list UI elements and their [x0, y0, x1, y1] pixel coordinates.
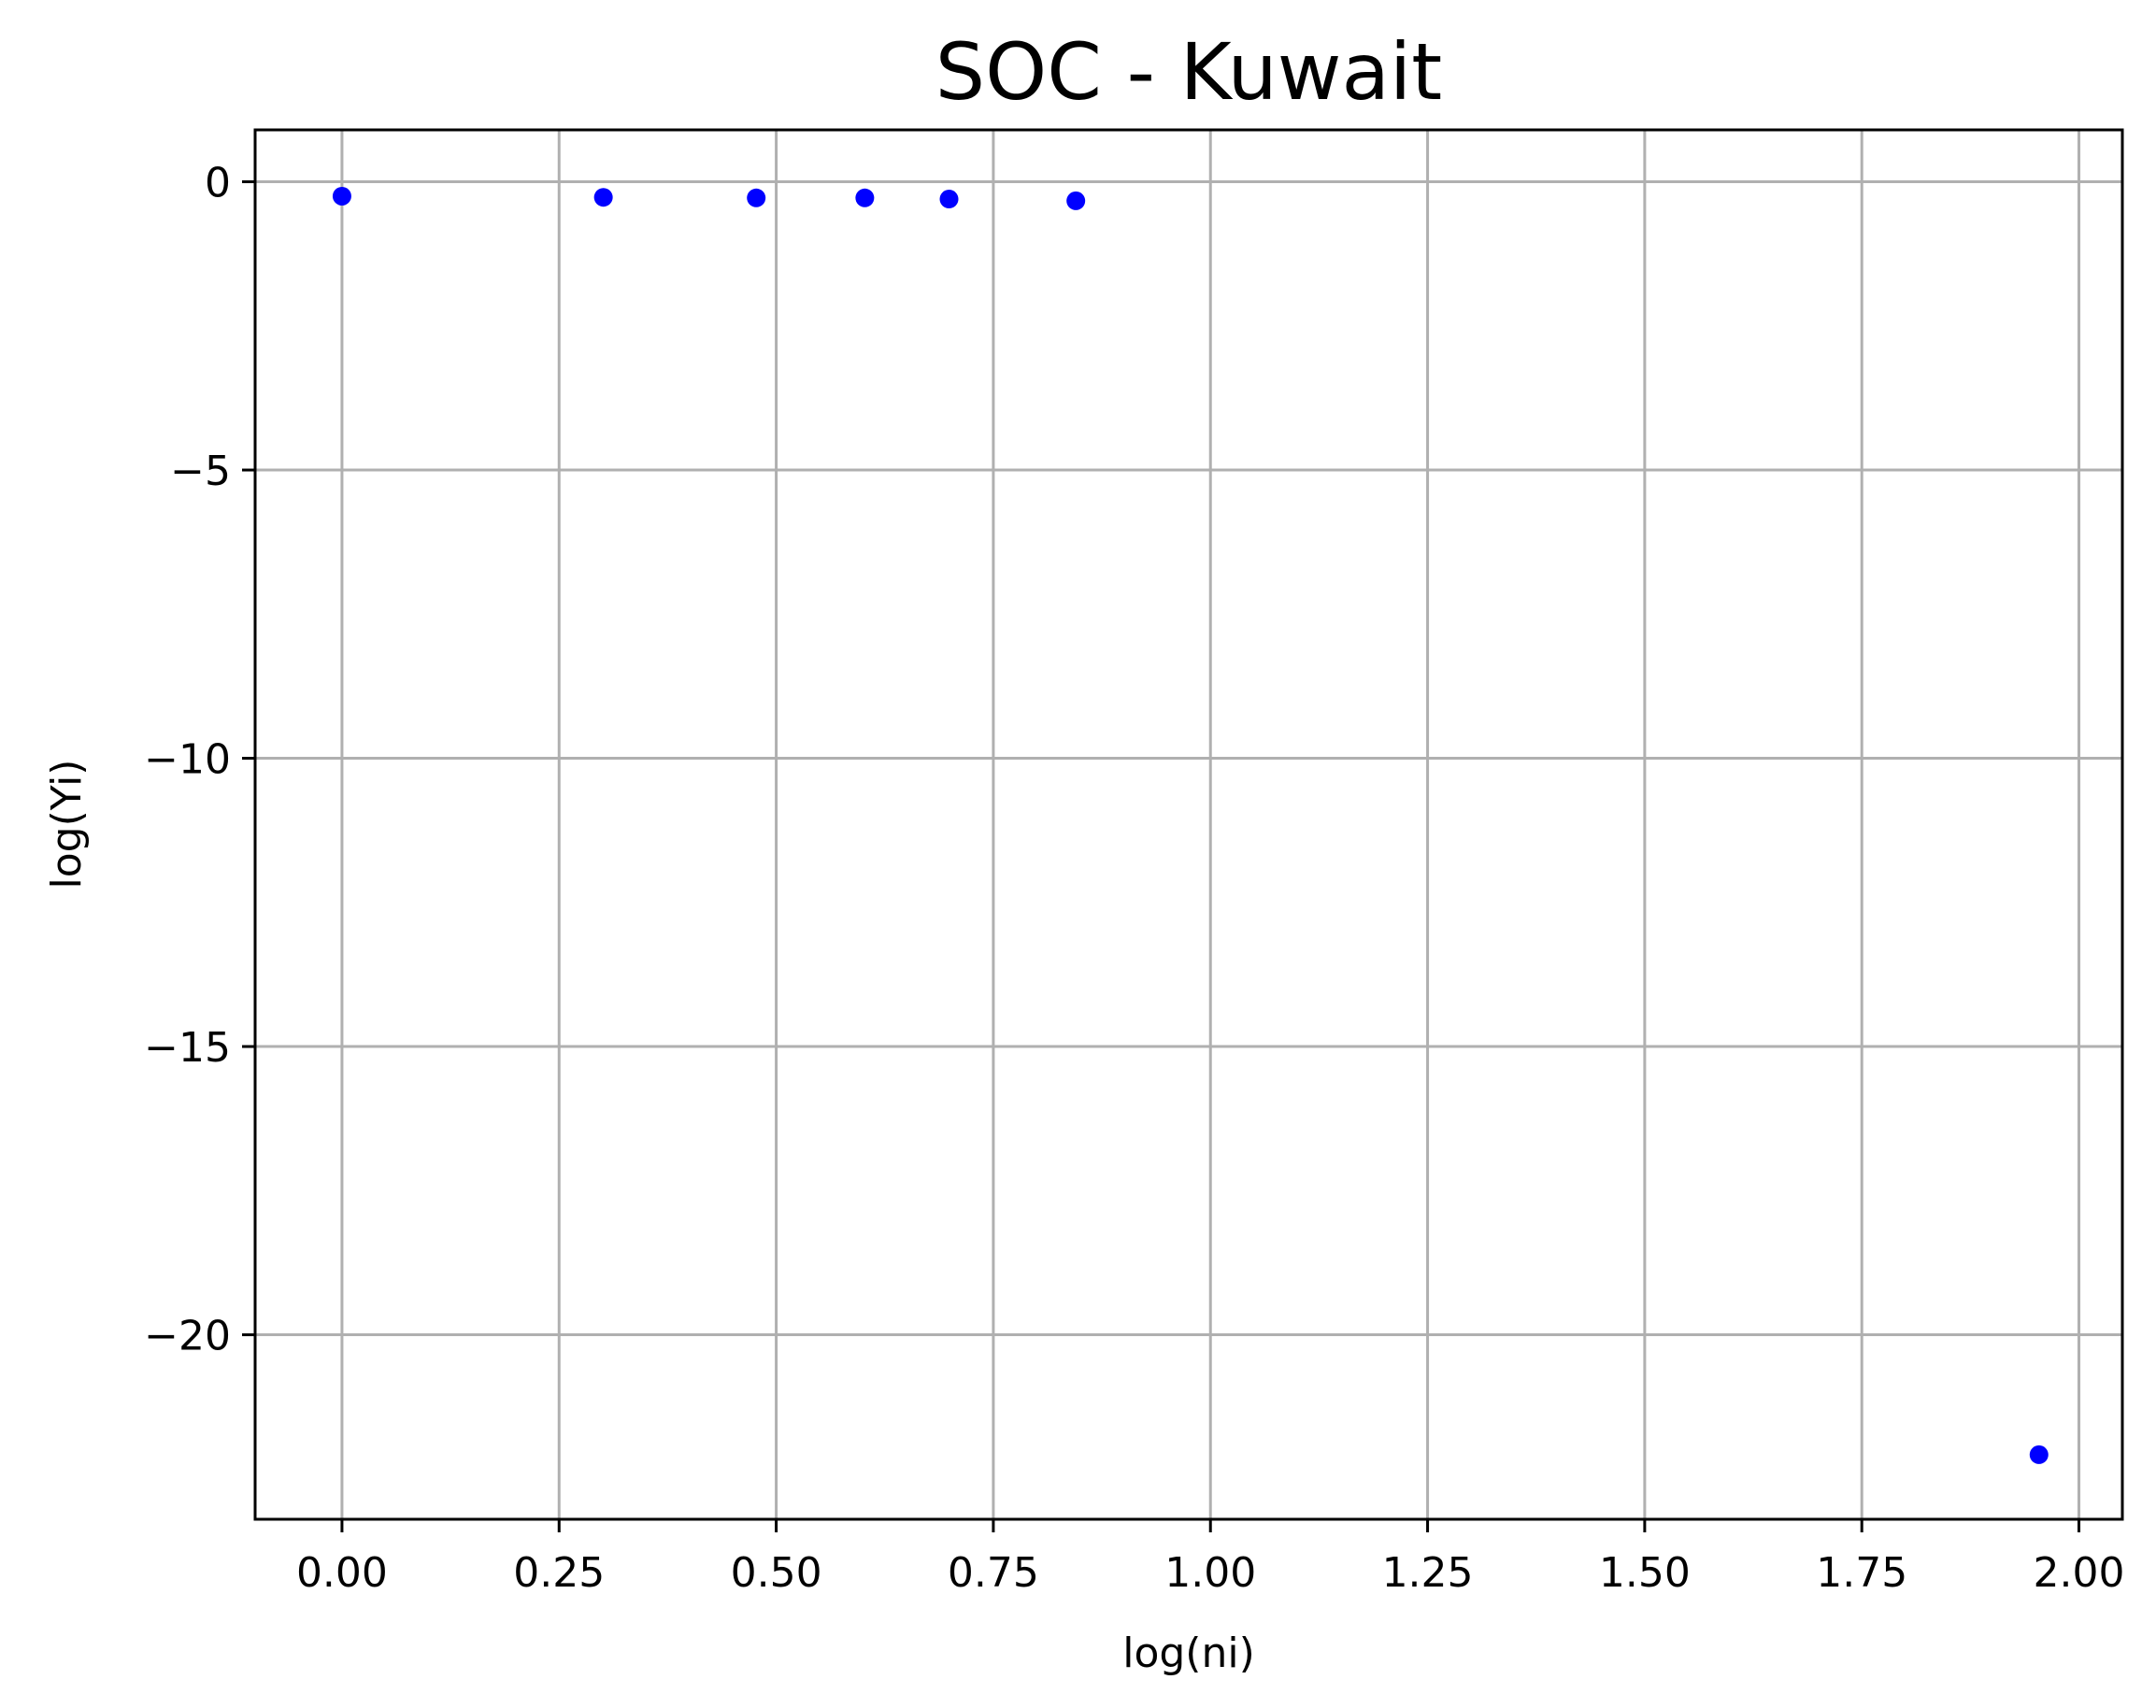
y-tick-label: −5 [170, 448, 231, 495]
data-point [747, 188, 766, 207]
x-tick-label: 0.50 [731, 1549, 822, 1597]
x-tick-label: 1.00 [1164, 1549, 1256, 1597]
x-axis-label: log(ni) [1122, 1630, 1255, 1677]
data-point [2029, 1445, 2049, 1464]
grid-lines [255, 130, 2122, 1519]
y-tick-label: −10 [144, 736, 231, 784]
x-tick-label: 2.00 [2034, 1549, 2125, 1597]
y-tick-label: −20 [144, 1313, 231, 1360]
axis-ticks: 0.00 0.25 0.50 0.75 1.00 1.25 1.50 1.75 2.00 0 −5 −… [144, 160, 2124, 1597]
data-point [855, 188, 875, 207]
x-tick-label: 0.25 [513, 1549, 605, 1597]
data-points [332, 186, 2049, 1464]
x-tick-label: 1.75 [1816, 1549, 1907, 1597]
y-tick-label: −15 [144, 1024, 231, 1072]
data-point [939, 190, 959, 209]
plot-frame [253, 128, 2124, 1521]
x-tick-label: 1.25 [1382, 1549, 1474, 1597]
x-tick-label: 0.75 [948, 1549, 1039, 1597]
x-tick-label: 1.50 [1599, 1549, 1691, 1597]
data-point [593, 188, 613, 207]
y-axis-label: log(Yi) [43, 760, 91, 890]
y-tick-label: 0 [205, 160, 231, 207]
data-point [332, 186, 351, 206]
x-tick-label: 0.00 [296, 1549, 388, 1597]
data-point [1066, 191, 1086, 210]
chart-title: SOC - Kuwait [935, 26, 1442, 118]
